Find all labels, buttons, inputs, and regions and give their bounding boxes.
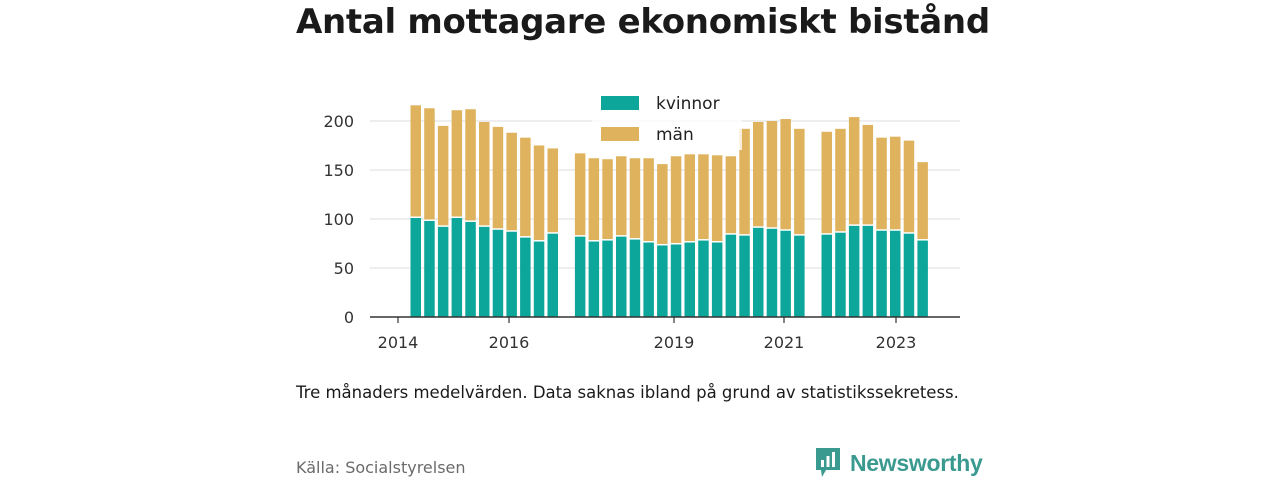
bar-man	[917, 162, 928, 240]
bar-man	[848, 117, 860, 225]
bar-man	[821, 131, 832, 234]
legend-swatch-kvinnor	[601, 96, 639, 110]
bar-kvinnor	[424, 220, 435, 317]
bar-kvinnor	[711, 242, 723, 317]
legend-swatch-män	[601, 127, 639, 141]
bar-kvinnor	[533, 241, 545, 317]
brand-logo[interactable]: Newsworthy	[814, 446, 983, 480]
bar-man	[780, 119, 791, 230]
bar-kvinnor	[835, 232, 846, 317]
bar-kvinnor	[437, 226, 449, 317]
bar-man	[506, 132, 517, 231]
y-tick-label: 0	[344, 308, 354, 327]
bar-kvinnor	[602, 240, 613, 317]
bar-man	[725, 156, 737, 234]
bar-kvinnor	[890, 230, 901, 317]
bar-kvinnor	[862, 225, 874, 317]
y-axis: 0 50 100 150 200	[323, 112, 354, 327]
bar-kvinnor	[451, 218, 463, 317]
x-tick-label: 2014	[378, 333, 419, 352]
bar-man	[588, 158, 600, 241]
bar-man	[670, 156, 682, 243]
bar-man	[711, 155, 723, 242]
bar-man	[602, 159, 613, 240]
bar-man	[424, 108, 435, 220]
bar-man	[684, 154, 695, 242]
bar-kvinnor	[739, 235, 750, 317]
x-tick-label: 2019	[654, 333, 695, 352]
bar-man	[533, 145, 545, 241]
chart-note: Tre månaders medelvärden. Data saknas ib…	[296, 383, 959, 402]
bar-kvinnor	[574, 236, 586, 317]
bar-kvinnor	[753, 227, 764, 317]
bar-man	[492, 126, 504, 229]
brand-name: Newsworthy	[850, 449, 983, 476]
legend-label-män: män	[656, 125, 694, 145]
newsworthy-logo-icon	[816, 448, 840, 477]
bar-kvinnor	[794, 235, 805, 317]
bar-kvinnor	[698, 240, 709, 317]
bar-man	[643, 158, 654, 242]
bar-man	[465, 109, 476, 221]
bar-kvinnor	[657, 245, 668, 317]
y-tick-label: 200	[323, 112, 354, 131]
bar-man	[698, 154, 709, 240]
bar-kvinnor	[848, 225, 860, 317]
x-axis: 2014 2016 2019 2021 2023	[378, 317, 917, 352]
source-label: Källa: Socialstyrelsen	[296, 458, 466, 477]
bar-kvinnor	[588, 241, 600, 317]
bar-man	[876, 137, 887, 230]
bar-man	[547, 148, 558, 233]
bar-man	[862, 124, 874, 225]
bar-man	[835, 128, 846, 232]
bar-kvinnor	[684, 242, 695, 317]
bar-man	[657, 164, 668, 244]
y-tick-label: 100	[323, 210, 354, 229]
bar-man	[479, 121, 490, 226]
bar-man	[903, 140, 915, 233]
bar-kvinnor	[479, 226, 490, 317]
bar-man	[520, 137, 531, 237]
y-tick-label: 150	[323, 161, 354, 180]
bar-kvinnor	[780, 230, 791, 317]
bar-man	[753, 121, 764, 227]
chart-title: Antal mottagare ekonomiskt bistånd	[296, 2, 990, 42]
bar-kvinnor	[520, 237, 531, 317]
bar-kvinnor	[725, 234, 737, 317]
bars	[410, 105, 928, 317]
bar-kvinnor	[670, 244, 682, 317]
bar-man	[890, 136, 901, 230]
bar-kvinnor	[876, 230, 887, 317]
bar-man	[451, 110, 463, 217]
x-tick-label: 2016	[489, 333, 530, 352]
y-tick-label: 50	[334, 259, 354, 278]
bar-man	[410, 105, 421, 217]
bar-chart: 0 50 100 150 200 2014 2016 2019 2021 2023 kvinno…	[323, 88, 960, 352]
bar-man	[739, 128, 750, 235]
bar-man	[574, 153, 586, 236]
x-tick-label: 2023	[876, 333, 917, 352]
bar-kvinnor	[766, 228, 778, 317]
bar-kvinnor	[629, 239, 641, 317]
bar-man	[766, 121, 778, 228]
bar-kvinnor	[410, 218, 421, 317]
bar-kvinnor	[547, 233, 558, 317]
bar-man	[794, 128, 805, 235]
x-tick-label: 2021	[764, 333, 805, 352]
bar-kvinnor	[917, 240, 928, 317]
bar-man	[616, 156, 627, 236]
legend: kvinnor män	[592, 88, 742, 150]
bar-kvinnor	[465, 221, 476, 317]
bar-kvinnor	[506, 231, 517, 317]
bar-kvinnor	[903, 233, 915, 317]
bar-kvinnor	[643, 242, 654, 317]
bar-kvinnor	[492, 229, 504, 317]
bar-kvinnor	[616, 236, 627, 317]
legend-label-kvinnor: kvinnor	[656, 94, 720, 114]
bar-man	[629, 158, 641, 239]
bar-kvinnor	[821, 234, 832, 317]
bar-man	[437, 125, 449, 226]
